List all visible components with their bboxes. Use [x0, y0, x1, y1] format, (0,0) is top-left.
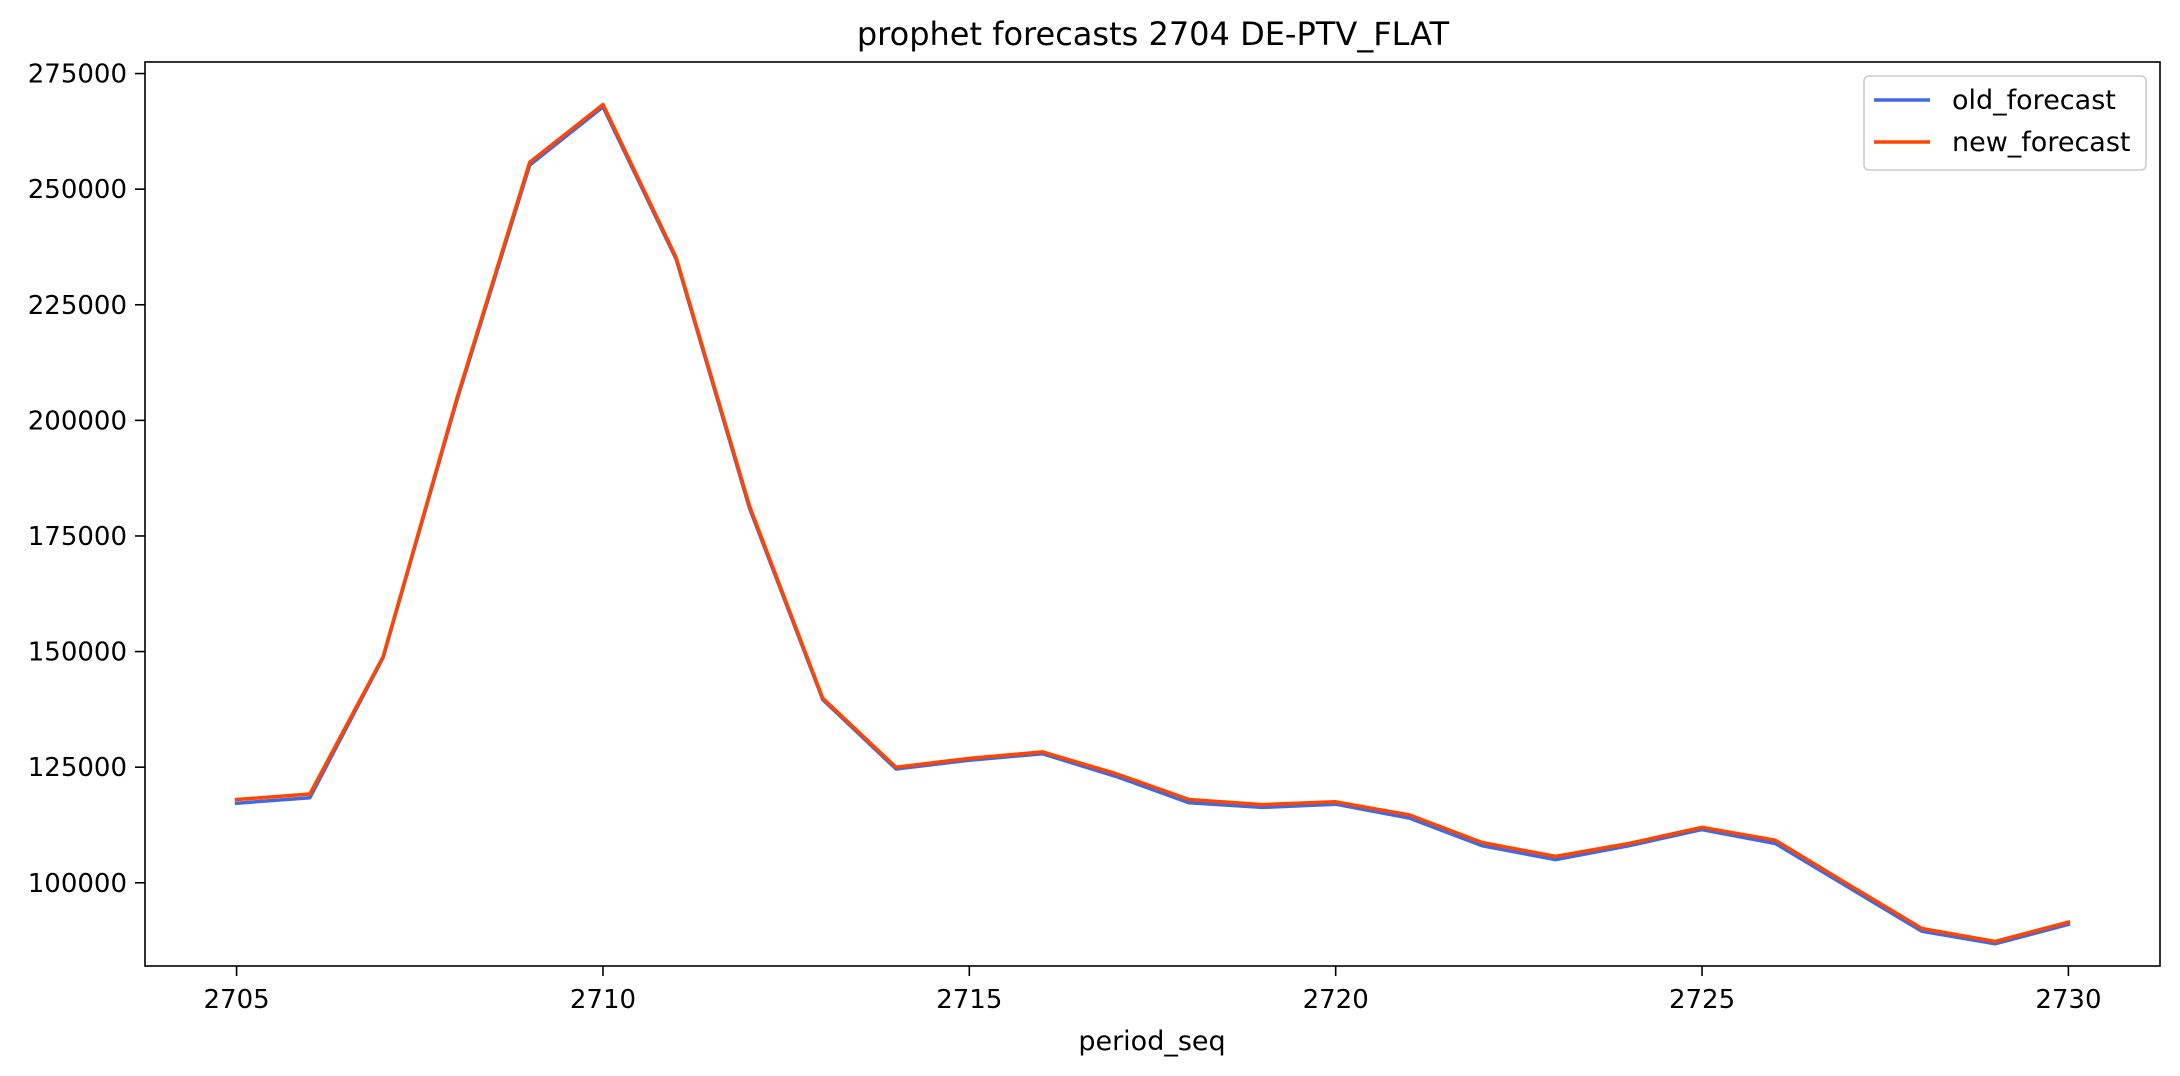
y-tick-label: 150000 [28, 638, 127, 668]
x-tick-label: 2730 [2035, 985, 2101, 1015]
x-tick-label: 2715 [936, 985, 1002, 1015]
x-tick-label: 2725 [1669, 985, 1735, 1015]
chart-title: prophet forecasts 2704 DE-PTV_FLAT [857, 15, 1450, 53]
y-tick-label: 250000 [28, 175, 127, 205]
y-tick-label: 275000 [28, 60, 127, 90]
axis-ticks: 2705 2710 2715 2720 2725 2730 100000 125000 1500… [28, 60, 2102, 1015]
legend-label-new-forecast: new_forecast [1952, 127, 2131, 158]
y-tick-label: 100000 [28, 869, 127, 899]
series-line-old-forecast [234, 105, 2071, 946]
x-tick-label: 2705 [204, 985, 270, 1015]
legend-box [1863, 75, 2147, 171]
x-axis-label: period_seq [1078, 1026, 1225, 1057]
plot-area-frame [144, 61, 2161, 967]
y-tick-label: 125000 [28, 753, 127, 783]
y-tick-label: 225000 [28, 291, 127, 321]
x-tick-label: 2720 [1303, 985, 1369, 1015]
legend-label-old-forecast: old_forecast [1952, 85, 2116, 116]
y-tick-label: 175000 [28, 522, 127, 552]
x-tick-label: 2710 [570, 985, 636, 1015]
legend: old_forecast new_forecast [1863, 75, 2147, 171]
y-tick-label: 200000 [28, 406, 127, 436]
series-line-new-forecast [234, 102, 2071, 944]
series-lines [234, 102, 2071, 946]
